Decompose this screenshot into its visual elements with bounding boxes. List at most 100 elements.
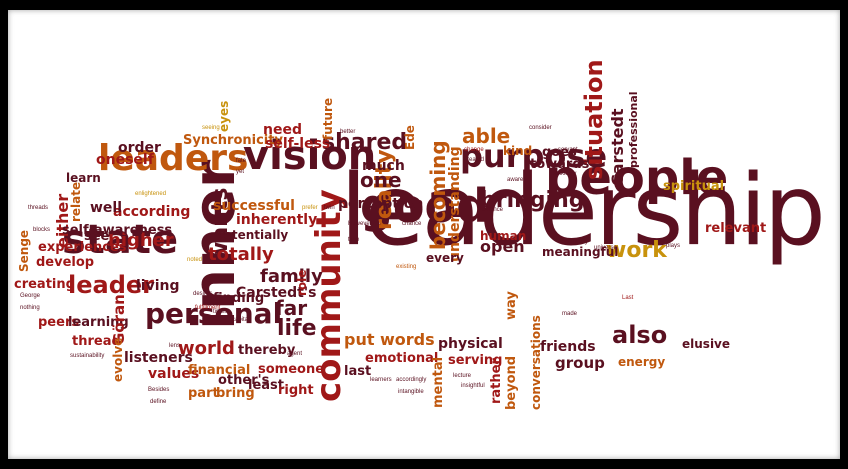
word-conversations: conversations: [529, 315, 543, 410]
word-order: order: [118, 139, 161, 156]
word-right: right: [278, 382, 314, 398]
word-seeing: seeing: [202, 125, 220, 132]
word-living: living: [136, 277, 180, 294]
word-better: better: [340, 129, 356, 136]
word-emotional: emotional: [365, 350, 439, 366]
word-creating: creating: [14, 276, 75, 292]
word-financial: financial: [188, 362, 251, 378]
word-beyond: beyond: [504, 355, 519, 410]
word-personal: personal: [145, 296, 283, 330]
word-much: much: [362, 157, 405, 174]
word-intangible: intangible: [398, 389, 424, 396]
word-noted: noted: [187, 257, 203, 264]
word-created: created: [464, 157, 485, 164]
word-totally: totally: [208, 243, 274, 265]
word-rather: rather: [489, 358, 504, 404]
word-insightful: insightful: [461, 383, 485, 390]
word-self-less: self-less: [265, 135, 331, 152]
word-fate: fate: [236, 158, 247, 165]
word-every: every: [426, 251, 464, 266]
word-change: change: [464, 147, 484, 154]
word-last: Last: [622, 295, 634, 302]
word-accordingly: accordingly: [396, 377, 427, 384]
word-people: people: [545, 149, 729, 206]
word-last: last: [344, 363, 372, 379]
word-nothing: nothing: [20, 305, 40, 312]
word-aware: aware: [507, 177, 524, 184]
word-thread: thread: [72, 333, 121, 349]
word-life: life: [277, 316, 317, 342]
word-values: values: [148, 365, 200, 382]
word-carstedt: Carstedt: [608, 108, 627, 186]
word-existing: existing: [396, 264, 417, 271]
word-prefer: prefer: [302, 205, 318, 212]
word-threads: threads: [28, 205, 49, 212]
word-synchronicity: Synchronicity: [183, 132, 283, 148]
word-kind: kind: [503, 144, 533, 159]
word-inherently: inherently: [236, 211, 318, 228]
word-capital: capital: [232, 317, 250, 324]
word-experiences: experiences: [38, 239, 127, 255]
word-peers: peers: [38, 314, 80, 330]
word-oneself: oneself: [96, 151, 154, 168]
word-future: future: [321, 97, 335, 140]
word-learn: learn: [66, 171, 101, 186]
word-according: according: [113, 203, 191, 220]
word-world: world: [178, 337, 235, 359]
word-strikingly: strikingly: [553, 171, 577, 178]
word-good: good: [360, 179, 490, 234]
word-agent: agent: [287, 351, 303, 358]
word-leader: leader: [68, 270, 154, 299]
word-energy: energy: [618, 355, 666, 370]
word-desires: desires: [193, 291, 213, 298]
word-meaningful: meaningful: [542, 245, 619, 260]
word-vision: vision: [243, 133, 377, 179]
word-balance: balance: [482, 207, 504, 214]
word-perception: perception: [338, 195, 424, 212]
word-ede: Ede: [403, 125, 417, 150]
word-put: put: [344, 330, 375, 350]
word-enlightened: enlightened: [135, 191, 167, 198]
word-relate: relate: [69, 181, 83, 222]
word-learning: learning: [68, 314, 129, 330]
word-well: well: [90, 199, 123, 216]
word-friends: friends: [540, 338, 596, 355]
word-see: see: [84, 228, 110, 244]
word-cloud: leadership people state inner good vision lead…: [8, 10, 840, 459]
word-becoming: becoming: [426, 140, 450, 250]
word-self-awareness: self-awareness: [62, 222, 173, 238]
word-develop: develop: [36, 254, 95, 270]
word-shared: shared: [322, 130, 408, 156]
word-sustainability: sustainability: [70, 353, 105, 360]
word-evolve: evolve: [111, 337, 125, 382]
word-servant: servant: [558, 147, 578, 154]
word-family: family: [260, 265, 323, 287]
word-twin: twin: [324, 205, 335, 212]
word-leaders: leaders: [98, 138, 249, 180]
word-group: group: [555, 354, 605, 372]
word-time: time: [348, 237, 360, 244]
word-far: far: [275, 296, 308, 320]
word-spiritual: spiritual: [663, 178, 725, 194]
word-relevant: relevant: [705, 220, 767, 236]
word-times: times: [213, 309, 228, 316]
word-other-s: other's: [218, 372, 270, 388]
word-one: one: [360, 168, 402, 192]
word-learners: learners: [370, 377, 392, 384]
word-mental: mental: [431, 356, 446, 408]
word-work: work: [606, 238, 667, 264]
word-elusive: elusive: [682, 337, 731, 352]
word-leadership: leadership: [340, 153, 826, 268]
word-bringing: bringing: [480, 188, 585, 214]
word-however: However: [348, 221, 372, 228]
word-purpose: purpose: [460, 137, 608, 176]
word-plays: plays: [666, 243, 681, 250]
word-higher: higher: [108, 229, 174, 251]
word-george: George: [20, 293, 41, 300]
word-able: able: [462, 124, 511, 148]
word-towards: towards: [530, 156, 590, 172]
word-essentially: essentially: [560, 239, 589, 246]
word-thereby: thereby: [238, 342, 296, 358]
word-consider: consider: [529, 125, 552, 132]
word-eyes: eyes: [217, 100, 231, 132]
